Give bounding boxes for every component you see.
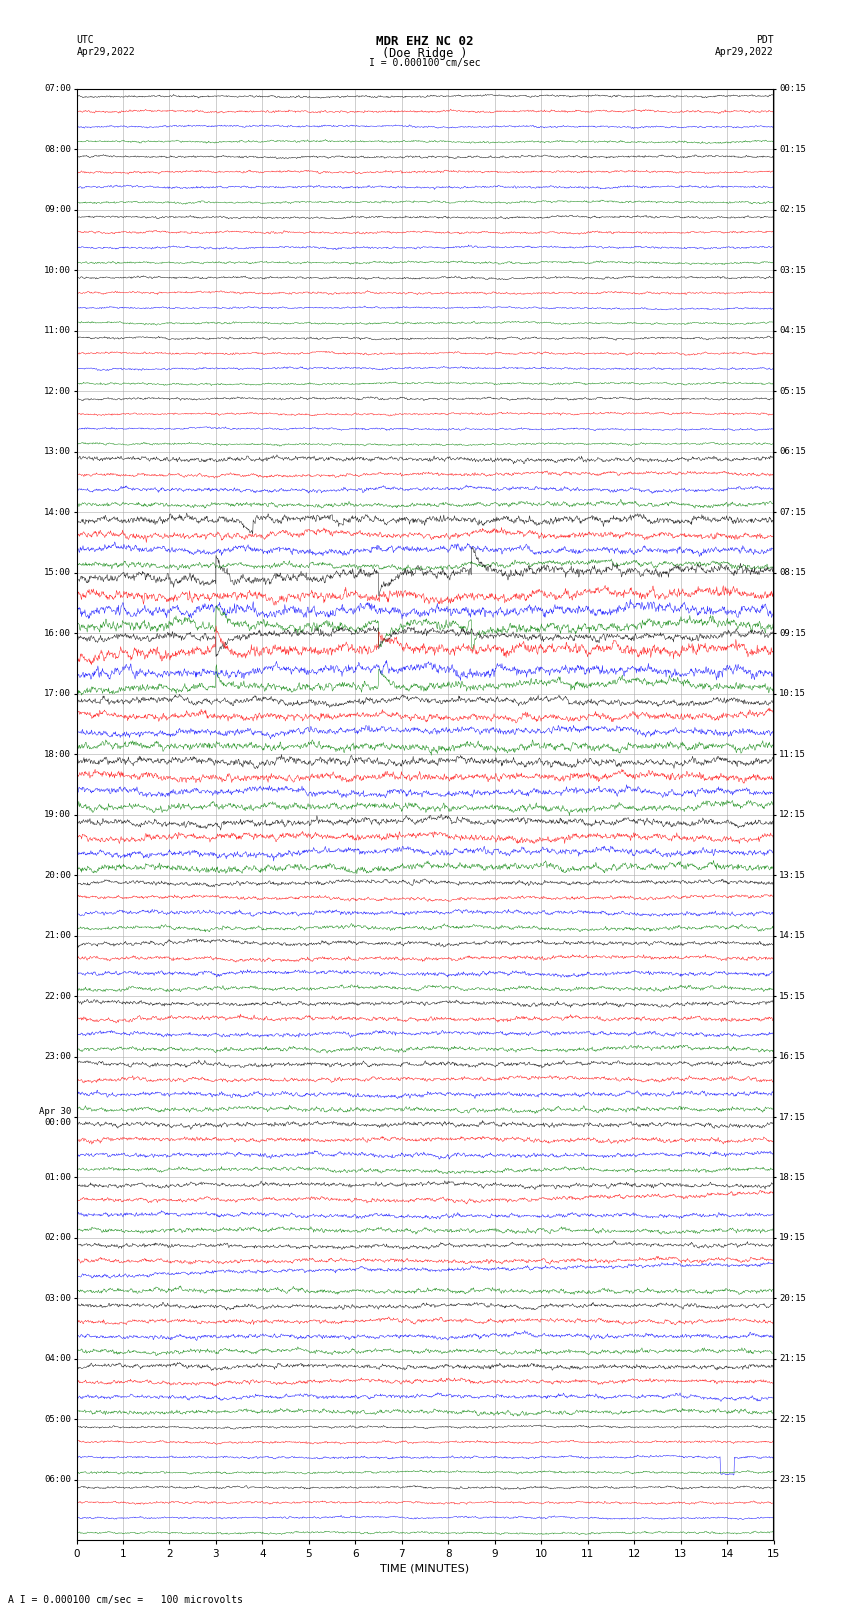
Text: I = 0.000100 cm/sec: I = 0.000100 cm/sec [369, 58, 481, 68]
Text: A I = 0.000100 cm/sec =   100 microvolts: A I = 0.000100 cm/sec = 100 microvolts [8, 1595, 243, 1605]
Text: Apr29,2022: Apr29,2022 [715, 47, 774, 56]
Text: PDT: PDT [756, 35, 774, 45]
Text: UTC: UTC [76, 35, 94, 45]
Text: Apr29,2022: Apr29,2022 [76, 47, 135, 56]
Text: MDR EHZ NC 02: MDR EHZ NC 02 [377, 35, 473, 48]
X-axis label: TIME (MINUTES): TIME (MINUTES) [381, 1563, 469, 1574]
Text: (Doe Ridge ): (Doe Ridge ) [382, 47, 468, 60]
